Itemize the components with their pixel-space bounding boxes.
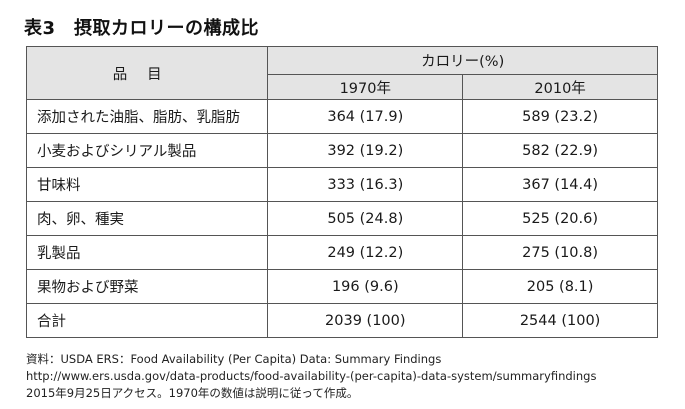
table-title: 表3 摂取カロリーの構成比 (24, 18, 260, 39)
table-row: 果物および野菜 196 (9.6) 205 (8.1) (25, 269, 658, 304)
year-2010-header: 2010年 (462, 74, 658, 100)
item-name: 乳製品 (25, 235, 269, 270)
value-2010: 2544 (100) (462, 303, 658, 338)
value-2010: 525 (20.6) (462, 201, 658, 236)
table-row: 小麦およびシリアル製品 392 (19.2) 582 (22.9) (25, 133, 658, 168)
table-row: 肉、卵、種実 505 (24.8) 525 (20.6) (25, 201, 658, 236)
item-name: 合計 (25, 303, 269, 338)
value-1970: 505 (24.8) (267, 201, 464, 236)
value-1970: 2039 (100) (267, 303, 464, 338)
table-row: 乳製品 249 (12.2) 275 (10.8) (25, 235, 658, 270)
item-name: 甘味料 (25, 167, 269, 202)
access-note: 2015年9月25日アクセス。1970年の数値は説明に従って作成。 (26, 386, 359, 400)
source-notes: 資料：USDA ERS：Food Availability (Per Capit… (26, 351, 596, 402)
calorie-table: 品目 カロリー(%) 1970年 2010年 添加された油脂、脂肪、乳脂肪 36… (25, 46, 658, 338)
item-name: 肉、卵、種実 (25, 201, 269, 236)
value-2010: 205 (8.1) (462, 269, 658, 304)
table-row-total: 合計 2039 (100) 2544 (100) (25, 303, 658, 338)
value-2010: 582 (22.9) (462, 133, 658, 168)
item-column-header: 品目 (25, 46, 269, 100)
calorie-group-header: カロリー(%) (267, 46, 658, 75)
value-1970: 249 (12.2) (267, 235, 464, 270)
year-1970-header: 1970年 (267, 74, 464, 100)
value-1970: 364 (17.9) (267, 99, 464, 134)
value-2010: 367 (14.4) (462, 167, 658, 202)
table-row: 添加された油脂、脂肪、乳脂肪 364 (17.9) 589 (23.2) (25, 99, 658, 134)
source-url: http://www.ers.usda.gov/data-products/fo… (26, 369, 597, 383)
item-name: 添加された油脂、脂肪、乳脂肪 (25, 99, 269, 134)
source-line: 資料：USDA ERS：Food Availability (Per Capit… (26, 352, 442, 366)
value-1970: 333 (16.3) (267, 167, 464, 202)
value-2010: 275 (10.8) (462, 235, 658, 270)
value-1970: 392 (19.2) (267, 133, 464, 168)
value-1970: 196 (9.6) (267, 269, 464, 304)
value-2010: 589 (23.2) (462, 99, 658, 134)
table-row: 甘味料 333 (16.3) 367 (14.4) (25, 167, 658, 202)
item-name: 果物および野菜 (25, 269, 269, 304)
item-name: 小麦およびシリアル製品 (25, 133, 269, 168)
